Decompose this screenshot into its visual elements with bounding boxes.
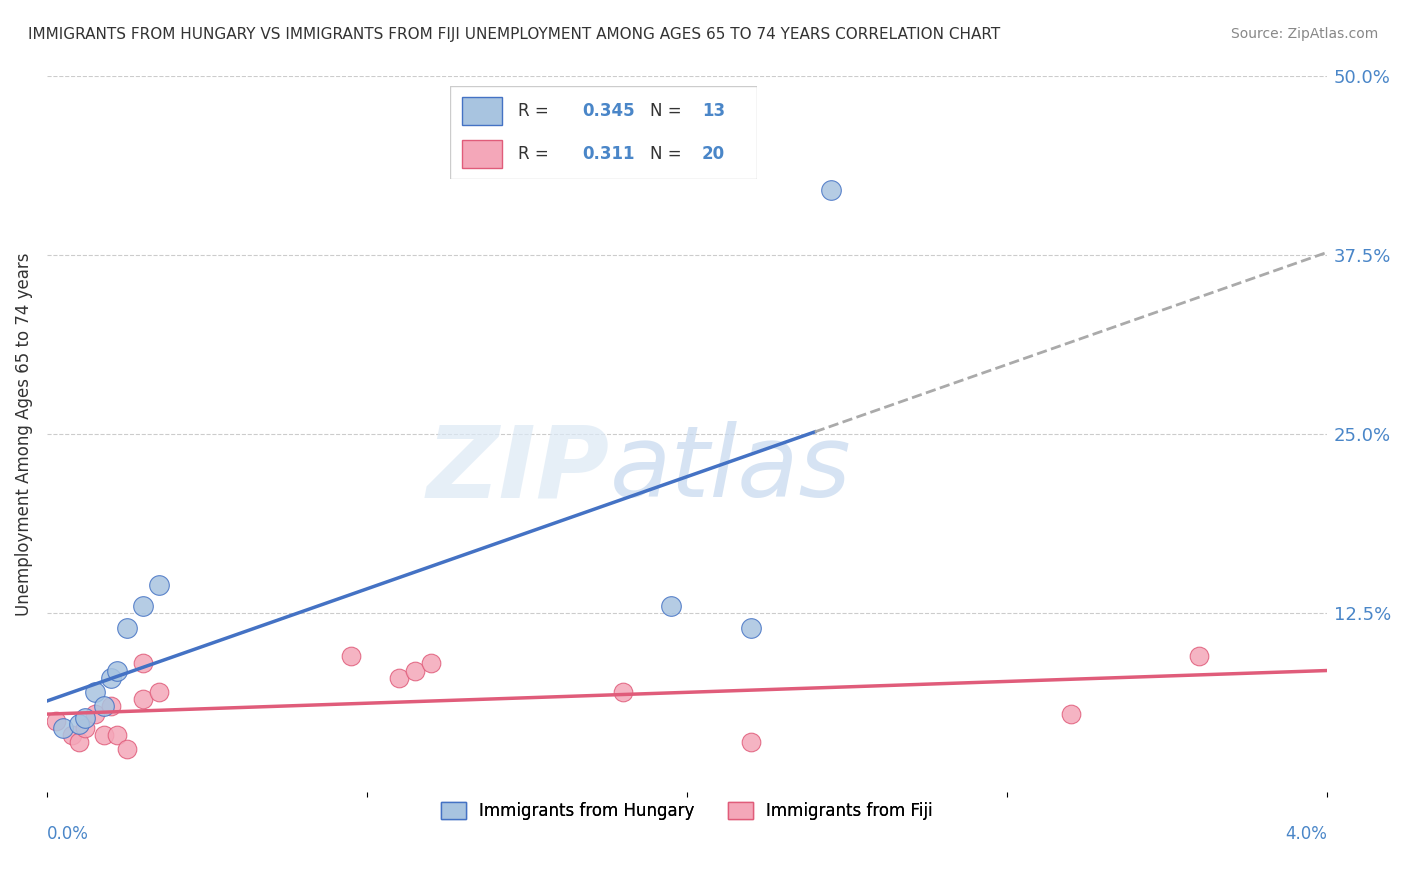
Point [740,735,762,749]
Point [659,599,682,613]
Point [75,711,97,725]
Point [740,621,762,635]
Point [388,671,411,685]
Text: ZIP: ZIP [427,421,610,518]
Point [105,728,128,742]
Point [100,671,122,685]
Legend: Immigrants from Hungary, Immigrants from Fiji: Immigrants from Hungary, Immigrants from… [434,796,939,827]
Point [83,706,105,721]
Point [83,685,105,699]
Point [1060,706,1083,721]
Point [820,183,842,197]
Point [419,657,441,671]
Point [404,664,426,678]
Point [132,692,155,706]
Point [105,664,128,678]
Point [115,621,138,635]
Text: IMMIGRANTS FROM HUNGARY VS IMMIGRANTS FROM FIJI UNEMPLOYMENT AMONG AGES 65 TO 74: IMMIGRANTS FROM HUNGARY VS IMMIGRANTS FR… [28,27,1001,42]
Point [93,699,115,714]
Point [132,599,155,613]
Text: atlas: atlas [610,421,852,518]
Point [52,721,75,735]
Point [1188,649,1211,664]
Point [148,685,170,699]
Point [132,657,155,671]
Point [612,685,634,699]
Point [148,577,170,591]
Text: Source: ZipAtlas.com: Source: ZipAtlas.com [1230,27,1378,41]
Y-axis label: Unemployment Among Ages 65 to 74 years: Unemployment Among Ages 65 to 74 years [15,252,32,615]
Point [100,699,122,714]
Text: 4.0%: 4.0% [1285,825,1327,843]
Text: 0.0%: 0.0% [46,825,89,843]
Point [67,716,90,731]
Point [62,728,84,742]
Point [45,714,67,728]
Point [340,649,363,664]
Point [93,728,115,742]
Point [115,742,138,756]
Point [67,735,90,749]
Point [75,721,97,735]
